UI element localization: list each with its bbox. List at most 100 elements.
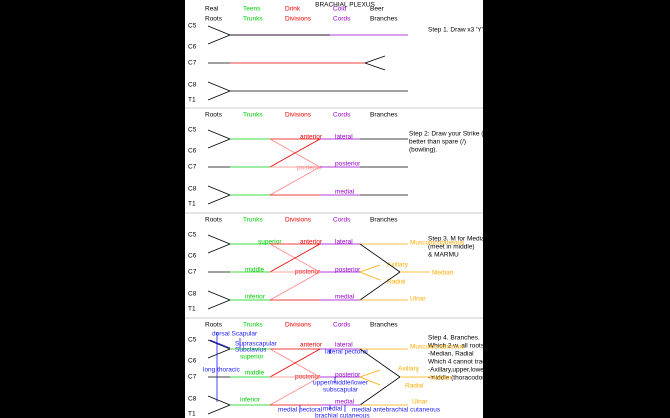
structure-label: medial (335, 294, 355, 301)
line (207, 194, 231, 205)
structure-label: middle (245, 267, 265, 274)
root-label: C6 (188, 148, 197, 155)
column-header: Divisions (285, 112, 312, 119)
column-header: Trunks (243, 217, 263, 224)
structure-label: dorsal Scapular (212, 331, 258, 338)
root-label: C8 (188, 186, 197, 193)
line (269, 376, 321, 406)
step-text: Step 2: Draw your Strike (X) (409, 131, 490, 138)
line (207, 299, 231, 310)
line (207, 339, 231, 350)
structure-label: superior (240, 354, 264, 361)
title: BRACHIAL PLEXUS (315, 2, 375, 9)
structure-label: inferior (240, 397, 261, 404)
structure-label: brachial cutaneous (315, 413, 370, 418)
structure-label: subscapular (323, 387, 359, 394)
structure-label: medial (335, 399, 355, 406)
structure-label: posterior (297, 165, 323, 172)
step-text: (bowling). (409, 147, 437, 154)
column-header: Roots (205, 322, 223, 329)
column-header: Cords (333, 16, 351, 23)
column-header: Divisions (285, 322, 312, 329)
column-header: Cords (333, 217, 351, 224)
line (269, 348, 321, 378)
structure-label: Ulnar (410, 296, 426, 303)
structure-label: Radial (387, 279, 406, 286)
step-text: Which 4 cannot trace back? (428, 359, 509, 366)
structure-label: Radial (405, 383, 424, 390)
column-header: Branches (370, 322, 398, 329)
column-header: Roots (205, 112, 223, 119)
line (359, 376, 401, 406)
line (364, 55, 386, 64)
structure-label: medial (335, 189, 355, 196)
root-label: C8 (188, 396, 197, 403)
root-label: C7 (188, 60, 197, 67)
root-label: C7 (188, 164, 197, 171)
line (207, 81, 231, 92)
column-header: Roots (205, 16, 223, 23)
structure-label: Axillary (398, 366, 420, 373)
step-text: Step 3. M for Median (428, 236, 489, 243)
column-header: Branches (370, 112, 398, 119)
step-text: Step 4. Branches. (428, 335, 480, 342)
line (207, 404, 231, 415)
line (269, 243, 321, 273)
line (359, 376, 381, 386)
step-text: (meet in middle) (428, 244, 475, 251)
column-header: Real (205, 6, 219, 13)
root-label: C5 (188, 337, 197, 344)
structure-label: lateral (335, 239, 353, 246)
column-header: Roots (205, 217, 223, 224)
root-label: C7 (188, 269, 197, 276)
column-header: Drink (285, 6, 301, 13)
line (269, 271, 321, 301)
structure-label: anterior (300, 134, 323, 141)
step-text: -Median, Radial (428, 351, 474, 358)
line (359, 243, 401, 273)
structure-label: Median (430, 375, 452, 382)
line (207, 90, 231, 101)
root-label: C7 (188, 374, 197, 381)
column-header: Trunks (243, 322, 263, 329)
structure-label: anterior (300, 239, 323, 246)
line (207, 290, 231, 301)
line (359, 348, 401, 378)
structure-label: Median (432, 270, 454, 277)
line (207, 348, 231, 359)
root-label: C5 (188, 127, 197, 134)
step-text: better than spare (/) (409, 139, 466, 146)
column-header: Cords (333, 322, 351, 329)
structure-label: anterior (300, 342, 323, 349)
structure-label: posterior (335, 372, 361, 379)
column-header: Beer (370, 6, 385, 13)
line (359, 271, 401, 301)
column-header: Branches (370, 16, 398, 23)
structure-label: inferior (245, 294, 266, 301)
line (207, 234, 231, 245)
root-label: C6 (188, 253, 197, 260)
structure-label: superior (258, 239, 282, 246)
structure-label: Axillary (387, 262, 409, 269)
column-header: Cords (333, 112, 351, 119)
line (209, 339, 231, 349)
structure-label: Suprascapular (235, 341, 278, 348)
line (269, 138, 321, 168)
structure-label: middle (245, 370, 265, 377)
line (359, 369, 381, 378)
step-text: Step 1. Draw x3 'Y's. (428, 27, 488, 34)
root-label: T1 (188, 411, 196, 418)
structure-label: Musculocutaneous (410, 344, 465, 351)
root-label: C6 (188, 358, 197, 365)
column-header: Teens (243, 6, 261, 13)
structure-label: Subclavius (235, 347, 267, 354)
line (207, 34, 231, 45)
column-header: Trunks (243, 112, 263, 119)
step-text: Which 2 w. all roots? (428, 343, 488, 350)
structure-label: medial antebrachial cutaneous (352, 407, 441, 414)
step-text: & MARMU (428, 252, 459, 259)
line (359, 271, 381, 281)
root-label: T1 (188, 97, 196, 104)
structure-label: posterior (335, 267, 361, 274)
column-header: Cold (333, 6, 347, 13)
